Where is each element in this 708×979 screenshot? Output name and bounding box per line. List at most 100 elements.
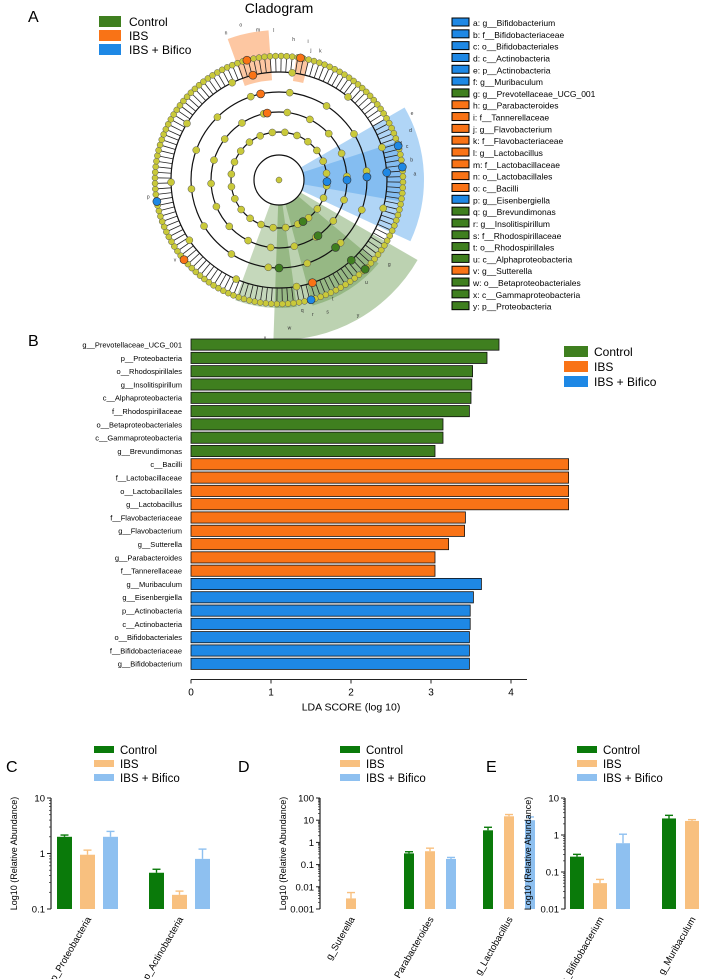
taxon-swatch (451, 301, 470, 311)
lda-x-tick-label: 1 (268, 688, 274, 699)
leaf-node (262, 300, 269, 307)
internal-node (185, 236, 194, 245)
leaf-node (167, 116, 175, 123)
internal-node (293, 131, 301, 140)
taxon-label: y: p__Proteobacteria (473, 302, 552, 312)
leaf-node (250, 55, 257, 62)
abundance-legend-label: IBS + Bifico (603, 773, 663, 785)
abundance-bar (149, 872, 164, 909)
leaf-node (345, 74, 353, 81)
cladogram-taxa-legend: a: g__Bifidobacterium b: f__Bifidobacteri… (451, 17, 596, 312)
leaf-node (151, 180, 159, 187)
abundance-bar (57, 836, 72, 909)
lda-bar (190, 484, 570, 497)
abundance-y-tick-label: 100 (298, 794, 314, 805)
taxon-label: v: g__Sutterella (473, 266, 532, 276)
cladogram: a b c d e o n m l h ij k y x w u ts r q g v p f (147, 23, 424, 341)
biomarker-node (262, 108, 272, 118)
taxon-swatch (451, 88, 470, 98)
leaf-node (396, 206, 403, 213)
lda-bar (190, 538, 450, 551)
internal-node (256, 132, 264, 140)
leaf-node (196, 272, 204, 279)
internal-node (167, 178, 175, 186)
taxon-swatch (451, 206, 470, 216)
abundance-y-axis-title: Log10 (Relative Abundance) (9, 797, 19, 911)
taxon-label: c: o__Bifidobacteriales (473, 42, 559, 52)
biomarker-node (398, 162, 407, 172)
sector-letter: a (414, 171, 417, 177)
internal-node (281, 128, 289, 137)
lda-bar-label: f__Tannerellaceae (121, 567, 182, 576)
taxon-label: k: f__Flavobacteriaceae (473, 136, 564, 146)
lda-bar (190, 418, 444, 431)
leaf-node (152, 191, 160, 198)
abundance-chart-c: Control IBS IBS + Bifico 0.1 1 10 Log10 (Relat… (9, 745, 210, 979)
taxon-label: w: o__Betaproteobacteriales (472, 278, 581, 288)
taxon-swatch (451, 112, 470, 122)
lda-bar-label: g__Flavobacterium (118, 527, 182, 536)
internal-node (246, 214, 254, 223)
leaf-node (350, 77, 357, 85)
abundance-chart-d: Control IBS IBS + Bifico 0.001 0.01 0.1 1 10 100… (278, 745, 535, 979)
abundance-legend-label: IBS (120, 759, 139, 771)
leaf-node (383, 115, 390, 122)
lda-bar-label: g__Muribaculum (127, 580, 182, 589)
leaf-node (351, 275, 358, 282)
taxon-label: u: c__Alphaproteobacteria (473, 254, 573, 264)
abundance-y-tick-label: 0.1 (546, 868, 559, 879)
leaf-node (399, 178, 407, 186)
lda-bar-label: g__Lactobacillus (126, 500, 182, 509)
abundance-legend-label: Control (603, 745, 640, 757)
taxon-label: h: g__Parabacteroides (473, 101, 559, 111)
sector-letter: s (326, 309, 329, 315)
taxon-swatch (451, 230, 470, 240)
leaf-node (180, 97, 187, 105)
abundance-chart-e: Control IBS IBS + Bifico 0.01 0.1 1 10 Log10 (R… (523, 745, 699, 979)
lda-bar-label: f__Rhodospirillaceae (112, 407, 182, 416)
lda-bar-label: c__Bacilli (150, 460, 182, 469)
internal-node (337, 149, 346, 158)
internal-node (220, 135, 229, 143)
biomarker-node (298, 217, 308, 226)
leaf-node (383, 237, 391, 244)
clade-highlight-gammaproteobacteria (235, 203, 297, 308)
leaf-node (157, 213, 164, 220)
taxon-label: n: o__Lactobacillales (473, 172, 552, 182)
lda-bar (190, 391, 472, 404)
leaf-node (370, 96, 378, 104)
abundance-legend-swatch (94, 774, 114, 781)
sector-letter: g (388, 262, 391, 268)
internal-node (292, 282, 301, 291)
leaf-node (210, 282, 217, 289)
lda-bar-label: g__Sutterella (138, 540, 183, 549)
lda-bar (190, 657, 470, 670)
legend-swatch (99, 30, 121, 41)
leaf-node (246, 297, 253, 304)
panel-label-b: B (28, 333, 39, 350)
leaf-node (295, 299, 303, 306)
internal-node (306, 115, 314, 124)
sector-letter: c (406, 144, 409, 150)
internal-node (200, 222, 208, 230)
internal-node (379, 204, 387, 213)
abundance-legend-label: IBS (366, 759, 385, 771)
abundance-category-label: g_Bifidobacterium (559, 915, 607, 979)
leaf-node (362, 88, 370, 96)
abundance-bar (504, 816, 514, 909)
sector-letter: r (312, 312, 314, 318)
internal-node (245, 138, 254, 146)
abundance-y-tick-label: 0.01 (541, 905, 560, 916)
internal-node (236, 147, 245, 155)
internal-node (303, 259, 311, 268)
internal-node (212, 202, 221, 211)
leaf-node (399, 184, 407, 191)
leaf-node (261, 53, 268, 61)
lda-bar-label: o__Betaproteobacteriales (97, 420, 183, 429)
lda-legend-label: IBS (594, 360, 613, 374)
leaf-node (301, 298, 308, 305)
sector-letter: m (256, 27, 260, 33)
sector-letter: q (301, 308, 304, 314)
legend-label: IBS (129, 29, 148, 43)
